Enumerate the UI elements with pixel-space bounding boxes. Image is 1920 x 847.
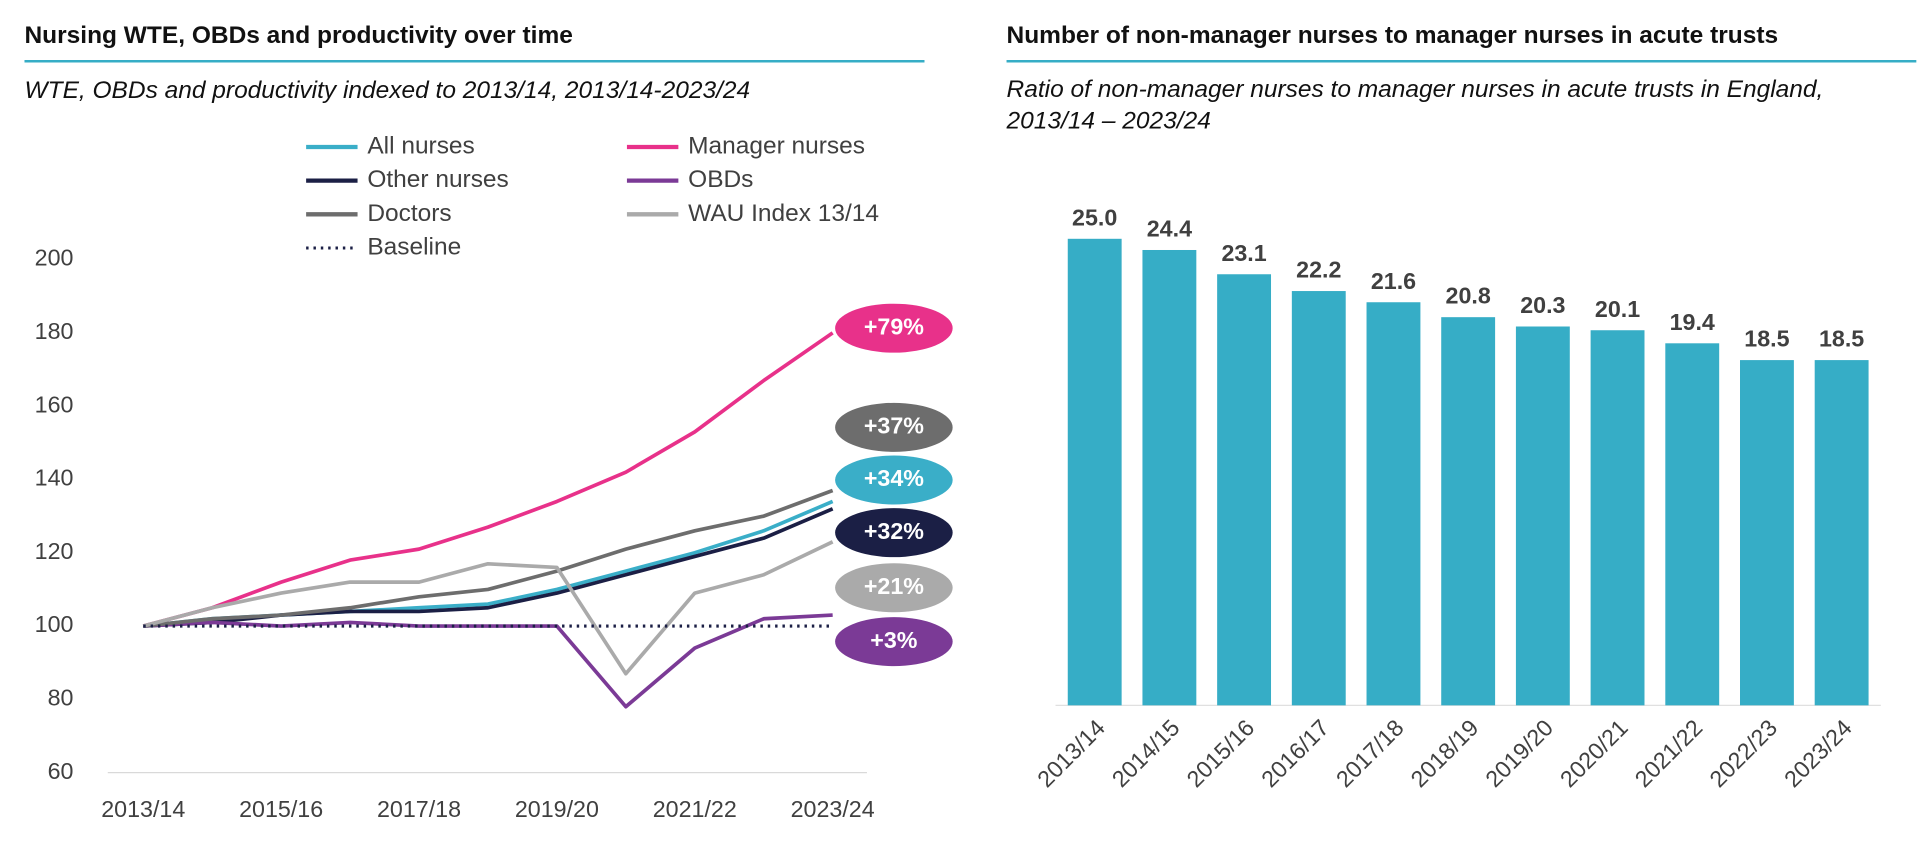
- x-tick-label: 2019/20: [1480, 714, 1558, 792]
- y-tick-label: 160: [35, 391, 74, 417]
- value-label: 20.1: [1595, 296, 1640, 322]
- legend-label: All nurses: [367, 132, 474, 159]
- chart-subtitle: WTE, OBDs and productivity indexed to 20…: [24, 77, 751, 105]
- x-tick-label: 2015/16: [1181, 714, 1259, 792]
- legend-label: OBDs: [688, 166, 753, 193]
- end-label: +34%: [864, 465, 924, 491]
- legend-label: Manager nurses: [688, 132, 865, 159]
- title-box: Nursing WTE, OBDs and productivity over …: [24, 22, 573, 50]
- x-tick-label: 2013/14: [1032, 714, 1110, 792]
- series-line: [143, 613, 833, 709]
- chart-title: Nursing WTE, OBDs and productivity over …: [24, 22, 573, 50]
- bar: [1665, 343, 1720, 706]
- x-tick-label: 2018/19: [1406, 714, 1484, 792]
- y-tick-label: 140: [35, 465, 74, 491]
- x-tick-label: 2023/24: [1779, 714, 1857, 792]
- value-label: 20.8: [1446, 283, 1491, 309]
- bar: [1142, 249, 1197, 706]
- x-tick-label: 2013/14: [101, 796, 185, 822]
- end-label: +37%: [864, 413, 924, 439]
- end-label-badge: [835, 303, 953, 353]
- chart-subtitle: Ratio of non-manager nurses to manager n…: [1006, 75, 1824, 135]
- value-label: 23.1: [1221, 240, 1266, 266]
- legend-label: WAU Index 13/14: [688, 200, 879, 227]
- x-tick-label: 2017/18: [377, 796, 461, 822]
- bar: [1291, 291, 1346, 706]
- end-label: +79%: [864, 313, 924, 339]
- x-tick-label: 2017/18: [1331, 714, 1409, 792]
- y-tick-label: 100: [35, 611, 74, 637]
- y-tick-label: 200: [35, 245, 74, 271]
- bar: [1740, 360, 1794, 706]
- subtitle-box: Ratio of non-manager nurses to manager n…: [1006, 75, 1824, 135]
- legend-label: Other nurses: [367, 166, 508, 193]
- value-label: 20.3: [1520, 292, 1565, 318]
- legend-label: Baseline: [367, 233, 461, 260]
- y-tick-label: 180: [35, 318, 74, 344]
- bar: [1590, 330, 1645, 706]
- series-line: [142, 331, 834, 628]
- x-tick-label: 2023/24: [791, 796, 875, 822]
- end-label: +3%: [870, 627, 918, 653]
- x-tick-label: 2022/23: [1704, 714, 1782, 792]
- value-label: 18.5: [1744, 326, 1789, 352]
- bar: [1067, 238, 1122, 706]
- end-label: +32%: [864, 518, 924, 544]
- y-tick-label: 60: [48, 758, 74, 784]
- value-label: 18.5: [1819, 326, 1864, 352]
- bar: [1515, 326, 1570, 706]
- x-tick-label: 2015/16: [239, 796, 323, 822]
- x-tick-label: 2014/15: [1107, 714, 1185, 792]
- x-tick-label: 2019/20: [515, 796, 599, 822]
- chart-title: Number of non-manager nurses to manager …: [1006, 22, 1779, 50]
- x-tick-label: 2021/22: [1630, 714, 1708, 792]
- value-label: 24.4: [1147, 216, 1192, 242]
- end-label-badge: [835, 508, 953, 558]
- y-tick-label: 80: [48, 685, 74, 711]
- x-tick-label: 2016/17: [1256, 714, 1334, 792]
- end-label-badge: [835, 617, 953, 667]
- value-label: 21.6: [1371, 268, 1416, 294]
- end-label: +21%: [864, 573, 924, 599]
- value-label: 19.4: [1670, 309, 1715, 335]
- end-label-badge: [835, 402, 953, 452]
- title-box: Number of non-manager nurses to manager …: [1006, 22, 1779, 50]
- x-tick-label: 2020/21: [1555, 714, 1633, 792]
- bar: [1366, 302, 1421, 706]
- value-label: 22.2: [1296, 257, 1341, 283]
- subtitle-box: WTE, OBDs and productivity indexed to 20…: [24, 77, 751, 105]
- bar: [1217, 274, 1272, 706]
- series-line: [142, 540, 834, 676]
- value-label: 25.0: [1072, 204, 1117, 230]
- legend-label: Doctors: [367, 200, 451, 227]
- bar: [1814, 360, 1869, 706]
- series-line: [143, 488, 834, 628]
- bar: [1441, 317, 1496, 706]
- end-label-badge: [835, 455, 953, 505]
- end-label-badge: [835, 563, 953, 613]
- y-tick-label: 120: [35, 538, 74, 564]
- x-tick-label: 2021/22: [653, 796, 737, 822]
